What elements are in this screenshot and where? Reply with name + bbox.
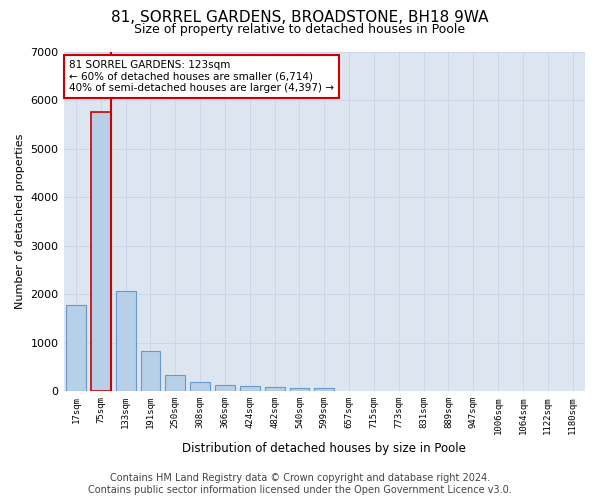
Bar [314,388,334,391]
Bar [240,386,260,391]
Bar [265,387,284,391]
Text: Contains HM Land Registry data © Crown copyright and database right 2024.
Contai: Contains HM Land Registry data © Crown c… [88,474,512,495]
Text: Size of property relative to detached houses in Poole: Size of property relative to detached ho… [134,22,466,36]
Bar [66,305,86,391]
Bar [140,351,160,391]
Bar [190,382,210,391]
Text: 81 SORREL GARDENS: 123sqm
← 60% of detached houses are smaller (6,714)
40% of se: 81 SORREL GARDENS: 123sqm ← 60% of detac… [69,60,334,93]
Bar [116,291,136,391]
Bar [290,388,310,391]
Y-axis label: Number of detached properties: Number of detached properties [15,134,25,309]
Text: 81, SORREL GARDENS, BROADSTONE, BH18 9WA: 81, SORREL GARDENS, BROADSTONE, BH18 9WA [111,10,489,25]
Bar [215,386,235,391]
Bar [166,374,185,391]
Bar [91,112,111,391]
X-axis label: Distribution of detached houses by size in Poole: Distribution of detached houses by size … [182,442,466,455]
